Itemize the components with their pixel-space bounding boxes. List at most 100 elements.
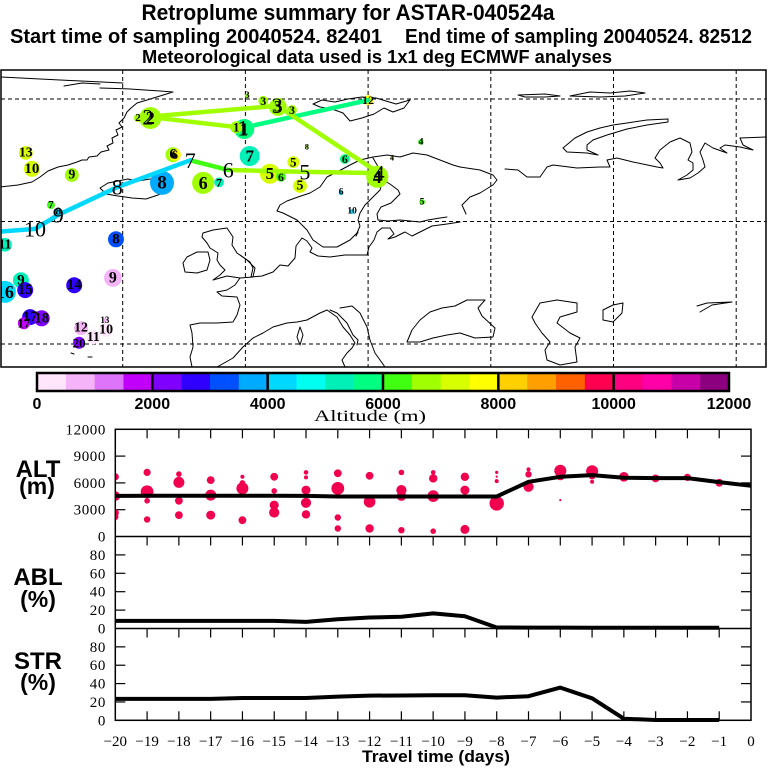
x-tick-label: −19 (135, 734, 158, 750)
cluster-day-label: 6 (169, 147, 176, 163)
start-sampling-time: Start time of sampling 20040524. 82401 (10, 26, 382, 48)
cluster-day-label: 2 (135, 112, 141, 124)
colorbar-tick-label: 0 (33, 396, 42, 413)
x-tick-label: −17 (199, 734, 223, 750)
x-axis-label: Travel time (days) (362, 747, 510, 766)
colorbar-swatch (37, 373, 67, 391)
cluster-day-label: 5 (297, 179, 304, 194)
scatter-point (398, 527, 405, 534)
time-series-panels: ALT (m) ABL (%) STR (%) 0300060009000120… (13, 422, 754, 766)
altitude-colorbar: 0 2000 4000 6000 8000 10000 12000 Altitude (m) (33, 371, 751, 425)
cluster-day-label: 3 (274, 99, 282, 116)
coastline-ireland (182, 251, 211, 274)
series-line-str (115, 685, 720, 722)
coastline-france-iberia (189, 277, 241, 367)
scatter-point (365, 524, 374, 533)
scatter-point (173, 476, 185, 488)
x-tick-label: −12 (358, 734, 381, 750)
cluster-day-label: 10 (347, 207, 357, 217)
cluster-circle (64, 168, 79, 182)
colorbar-swatch (267, 373, 298, 391)
scatter-point (269, 507, 280, 518)
cluster-circle (66, 277, 83, 294)
y-tick-label: 20 (90, 695, 106, 711)
coastline-novaya-zemlya (562, 118, 669, 156)
scatter-point (365, 471, 374, 480)
cluster-day-label: 11 (87, 330, 100, 345)
y-tick-label: 80 (90, 640, 106, 656)
trajectory-segment (56, 184, 120, 218)
cluster-day-label: 7 (245, 147, 254, 166)
scatter-point (590, 479, 595, 484)
colorbar-swatch (469, 373, 499, 391)
cluster-circle (17, 282, 34, 299)
alt-panel-unit: (m) (19, 473, 55, 499)
scatter-point (489, 496, 504, 511)
str-panel: 0 20 40 60 80 (90, 628, 751, 729)
cluster-day-label: 10 (24, 161, 39, 177)
cluster-circle (244, 93, 250, 99)
cluster-circle (390, 156, 394, 160)
colorbar-tick-label: 4000 (250, 396, 286, 413)
cluster-circle (73, 336, 86, 349)
scatter-point (334, 514, 341, 521)
series-line-alt (115, 473, 752, 499)
scatter-point (460, 472, 470, 481)
coastline-adriatic-balkans (329, 305, 386, 367)
y-tick-label: 0 (98, 713, 106, 729)
scatter-point (333, 469, 342, 478)
colorbar-swatch (354, 373, 384, 391)
cluster-circle (17, 317, 30, 330)
coastline-lake-balkhash (696, 301, 733, 313)
x-tick-label: −15 (262, 734, 285, 750)
map-graticule (1, 70, 766, 367)
y-tick-label: 3000 (74, 503, 106, 519)
colorbar-swatch (181, 373, 211, 391)
trajectory-day-label: 7 (185, 148, 196, 173)
y-tick-label: 12000 (66, 422, 107, 438)
trajectory-day-label: 3 (272, 93, 283, 118)
cluster-day-label: 9 (68, 168, 75, 183)
trajectory-segment (225, 167, 308, 175)
coastline-finland (355, 179, 448, 237)
cluster-day-label: 8 (305, 142, 309, 151)
colorbar-swatch (527, 373, 557, 391)
scatter-point (398, 469, 405, 476)
scatter-point (525, 471, 532, 478)
cluster-day-label: 6 (172, 147, 179, 162)
x-tick-label: −16 (231, 734, 255, 750)
scatter-point (115, 473, 119, 481)
colorbar-outline (35, 371, 731, 393)
alt-panel-label: ALT (16, 456, 61, 483)
y-tick-label: 6000 (74, 476, 106, 492)
cluster-circle (99, 323, 113, 337)
trajectory-segment (145, 103, 280, 120)
trajectory-day-label: 6 (223, 158, 234, 183)
trajectory-map: 8246161573989101415171865910111112131561… (0, 69, 767, 368)
cluster-day-label: 1 (240, 120, 249, 139)
x-axis-tick-labels: −20 −19 −18 −17 −16 −15 −14 −13 −12 −11 −10 −9 −8 −7−… (104, 734, 755, 750)
y-tick-label: 0 (98, 530, 106, 546)
cluster-circle (23, 160, 40, 177)
colorbar-swatch (65, 373, 96, 391)
scatter-point (301, 485, 311, 495)
trajectory-segment (275, 103, 382, 176)
str-panel-unit: (%) (20, 669, 56, 695)
colorbar-swatch (94, 373, 125, 391)
coastline-siberia (459, 136, 766, 215)
coastline-continental-europe (239, 221, 461, 278)
coastline-norway (276, 152, 461, 212)
scatter-point (495, 470, 499, 474)
cluster-day-label: 6 (278, 170, 284, 184)
cluster-day-label: 17 (23, 309, 39, 325)
scatter-point (430, 528, 437, 534)
end-sampling-time: End time of sampling 20040524. 82512 (405, 26, 752, 48)
x-tick-label: −11 (390, 734, 413, 750)
scatter-point (303, 470, 309, 475)
cluster-circle (418, 139, 424, 145)
mean-trajectory (1, 97, 382, 234)
plot-frame (114, 428, 752, 722)
colorbar-swatch (238, 373, 269, 391)
cluster-day-label: 6 (342, 152, 348, 166)
